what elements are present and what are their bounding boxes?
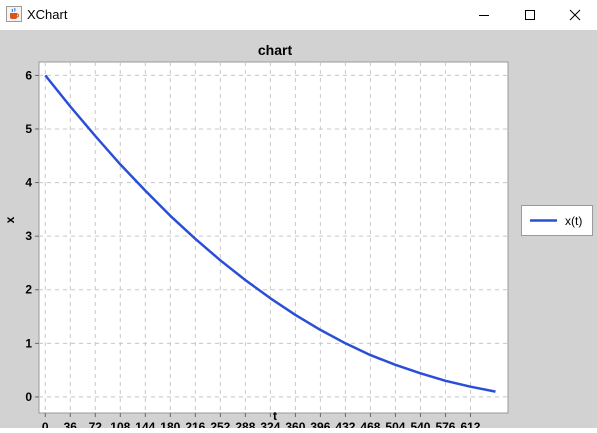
chart-canvas: chart 0 36 72 108 144 180 216 252 288 324 360 396 43… <box>3 42 593 433</box>
x-tick-label: 216 <box>185 420 205 428</box>
series-layer <box>44 74 496 393</box>
y-tick-label: 1 <box>25 336 32 350</box>
y-tick-label: 6 <box>25 68 32 82</box>
x-tick-label: 180 <box>160 420 180 428</box>
y-tick-label: 5 <box>25 122 32 136</box>
x-tick-label: 36 <box>64 420 78 428</box>
y-tick-label: 2 <box>25 283 32 297</box>
chart-panel: chart 0 36 72 108 144 180 216 252 288 324 360 396 43… <box>0 30 597 433</box>
plot-area <box>38 61 509 414</box>
grid-lines <box>39 62 508 413</box>
chart-title: chart <box>258 42 293 58</box>
y-axis-title: x <box>3 216 17 223</box>
x-tick-label: 0 <box>42 420 49 428</box>
x-tick-label: 360 <box>285 420 305 428</box>
title-bar[interactable]: XChart <box>0 0 597 30</box>
x-tick-label: 108 <box>110 420 130 428</box>
minimize-icon <box>479 15 489 16</box>
x-tick-label: 288 <box>235 420 255 428</box>
x-tick-label: 324 <box>260 420 280 428</box>
y-tick-label: 0 <box>25 390 32 404</box>
x-tick-label: 612 <box>460 420 480 428</box>
x-tick-label: 468 <box>360 420 380 428</box>
x-tick-label: 252 <box>210 420 230 428</box>
x-tick-label: 540 <box>410 420 430 428</box>
x-axis-title: t <box>273 409 277 423</box>
maximize-button[interactable] <box>507 0 553 30</box>
legend: x(t) <box>521 205 593 236</box>
y-tick-label: 4 <box>25 176 32 190</box>
x-tick-label: 576 <box>435 420 455 428</box>
legend-series-label: x(t) <box>565 214 582 228</box>
x-tick-label: 432 <box>335 420 355 428</box>
minimize-button[interactable] <box>461 0 507 30</box>
series-line-x-t <box>44 74 496 393</box>
maximize-icon <box>525 10 535 20</box>
window-bottom-edge <box>0 428 597 431</box>
close-icon <box>569 9 581 21</box>
x-tick-label: 504 <box>385 420 405 428</box>
java-cup-icon <box>6 6 22 22</box>
x-tick-label: 396 <box>310 420 330 428</box>
window-title: XChart <box>27 7 68 22</box>
y-tick-label: 3 <box>25 229 32 243</box>
x-tick-label: 72 <box>89 420 103 428</box>
x-tick-label: 144 <box>135 420 155 428</box>
close-button[interactable] <box>552 0 597 30</box>
